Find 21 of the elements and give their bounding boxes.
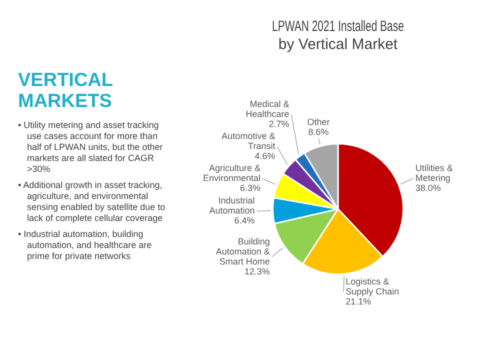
slice-label: Building Automation & Smart Home [216, 236, 270, 266]
text: • Utility metering and asset tracking use cases account for more than half of LPWAN units, but the other markets are all slated for CAGR >30% [18, 120, 164, 175]
slice-label: Agriculture & Environmental [202, 163, 260, 184]
slice-label: Automotive & Transit [222, 131, 276, 152]
slice-label: Logistics & Supply Chain [346, 276, 400, 296]
text: • Additional growth in asset tracking, agriculture, and environmental sensing enabled by satellite due to lack of complete cellular coverage [18, 180, 166, 224]
text: • Industrial automation, building automation, and healthcare are prime for private networks [18, 229, 153, 262]
data-label: 4.6% [254, 151, 276, 162]
slice-label: Industrial Automation [209, 196, 255, 216]
data-label: 12.3% [244, 266, 270, 276]
slice-label: Medical & Healthcare [246, 99, 290, 120]
data-label: 6.4% [234, 216, 255, 226]
data-label: 2.7% [268, 119, 290, 130]
data-label: 21.1% [346, 296, 372, 306]
slice-label: Utilities & Metering [415, 162, 453, 183]
text: VERTICAL MARKETS [18, 70, 114, 112]
data-label: 38.0% [415, 182, 441, 193]
data-label: 6.3% [240, 183, 260, 194]
chart-title: LPWAN 2021 Installed Base by Vertical Market [272, 17, 404, 54]
slice-label: Other [307, 116, 330, 127]
data-label: 8.6% [308, 126, 329, 137]
